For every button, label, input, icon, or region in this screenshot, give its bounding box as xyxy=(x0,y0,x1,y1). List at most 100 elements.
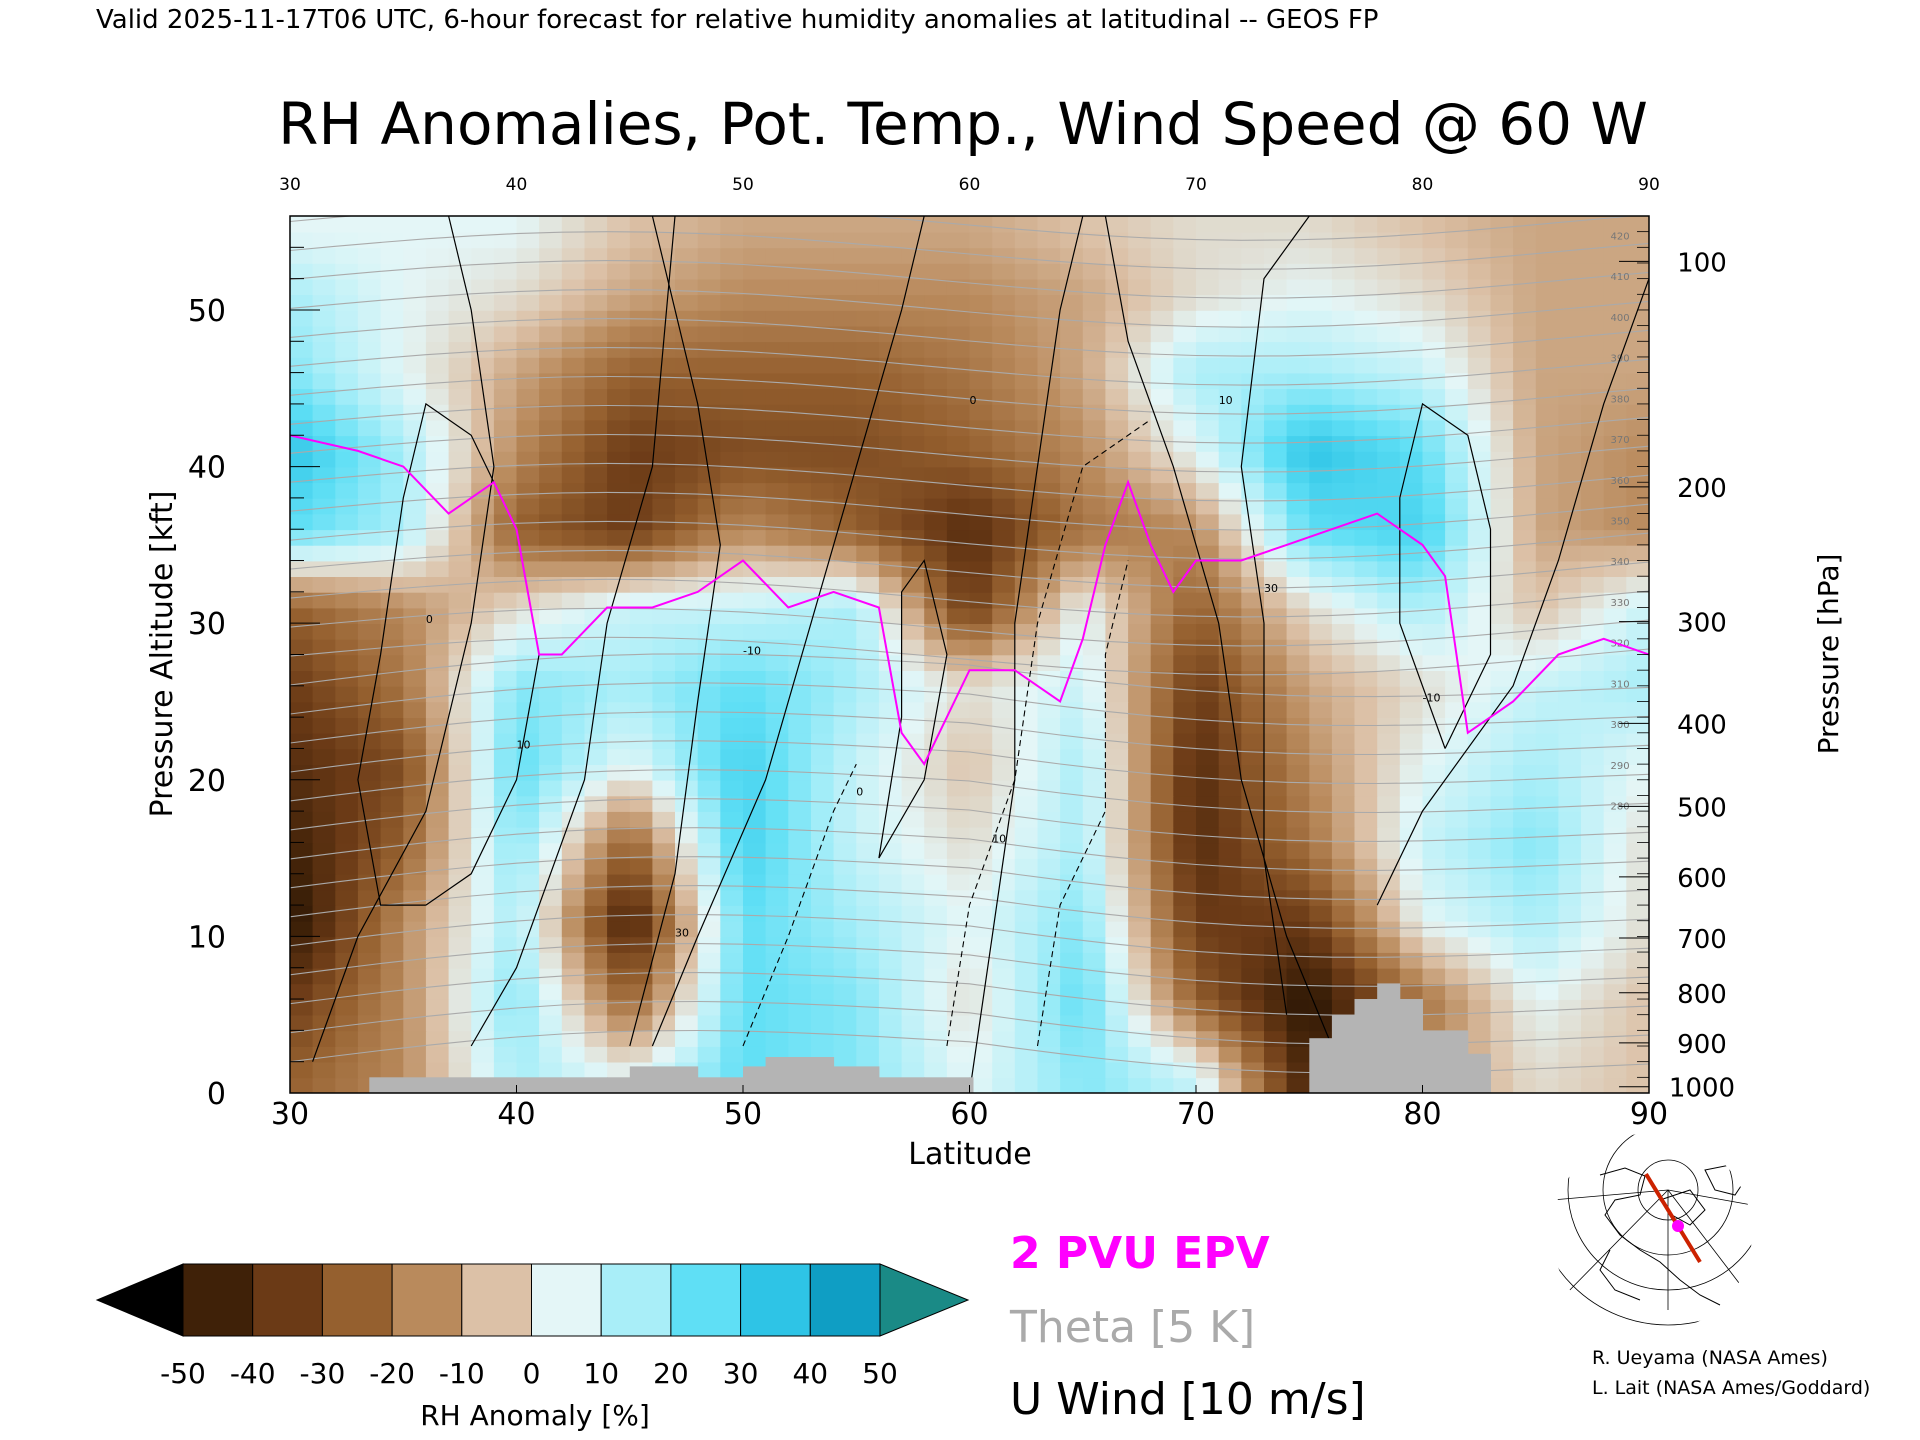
heatmap-cell xyxy=(312,310,337,327)
heatmap-cell xyxy=(539,952,563,969)
heatmap-cell xyxy=(856,325,880,343)
heatmap-cell xyxy=(1626,638,1649,656)
heatmap-cell xyxy=(743,388,767,405)
heatmap-cell xyxy=(1354,341,1378,358)
heatmap-cell xyxy=(697,701,722,718)
heatmap-cell xyxy=(1581,466,1605,484)
heatmap-cell xyxy=(1286,1046,1311,1063)
heatmap-cell xyxy=(969,263,993,280)
heatmap-cell xyxy=(1060,764,1084,781)
heatmap-cell xyxy=(1037,670,1061,687)
heatmap-cell xyxy=(629,717,654,734)
colorbar-swatch xyxy=(600,1263,672,1337)
heatmap-cell xyxy=(969,419,993,437)
heatmap-cell xyxy=(1558,1014,1582,1032)
colorbar-tick-label: 40 xyxy=(792,1357,828,1390)
heatmap-cell xyxy=(471,294,495,311)
heatmap-cell xyxy=(1014,905,1039,922)
heatmap-cell xyxy=(1014,701,1039,718)
heatmap-cell xyxy=(1513,685,1537,703)
heatmap-cell xyxy=(403,905,427,922)
heatmap-cell xyxy=(403,701,427,718)
heatmap-cell xyxy=(403,764,427,781)
pressure-tick-label: 300 xyxy=(1677,609,1727,639)
heatmap-cell xyxy=(833,717,857,734)
heatmap-cell xyxy=(539,529,563,546)
heatmap-cell xyxy=(1082,873,1107,891)
heatmap-cell xyxy=(1196,732,1220,750)
chart-title: RH Anomalies, Pot. Temp., Wind Speed @ 6… xyxy=(278,90,1648,158)
heatmap-cell xyxy=(1037,591,1061,609)
heatmap-cell xyxy=(1603,231,1628,249)
heatmap-cell xyxy=(357,842,382,859)
heatmap-cell xyxy=(357,591,382,609)
heatmap-cell xyxy=(1173,216,1197,233)
heatmap-cell xyxy=(1105,247,1129,264)
heatmap-cell xyxy=(675,247,699,264)
heatmap-cell xyxy=(1173,685,1197,703)
heatmap-cell xyxy=(335,310,359,327)
heatmap-cell xyxy=(1173,529,1197,546)
heatmap-cell xyxy=(312,842,337,859)
heatmap-cell xyxy=(1309,529,1333,546)
heatmap-cell xyxy=(584,905,608,922)
heatmap-cell xyxy=(584,920,608,938)
heatmap-cell xyxy=(1422,936,1446,953)
heatmap-cell xyxy=(992,450,1016,468)
heatmap-cell xyxy=(335,216,359,233)
heatmap-cell xyxy=(1626,341,1649,358)
heatmap-cell xyxy=(335,1061,359,1079)
heatmap-cell xyxy=(561,638,586,656)
heatmap-cell xyxy=(675,873,699,891)
heatmap-cell xyxy=(1490,811,1514,828)
heatmap-cell xyxy=(743,842,767,859)
heatmap-cell xyxy=(539,764,563,781)
heatmap-cell xyxy=(1422,263,1446,280)
heatmap-cell xyxy=(743,701,767,718)
pressure-tick-label: 100 xyxy=(1677,248,1727,278)
heatmap-cell xyxy=(743,294,767,311)
heatmap-cell xyxy=(720,591,744,609)
heatmap-cell xyxy=(992,1046,1016,1063)
heatmap-cell xyxy=(1218,764,1243,781)
heatmap-cell xyxy=(1445,388,1469,405)
heatmap-cell xyxy=(290,638,314,656)
colorbar-swatch xyxy=(321,1263,393,1337)
heatmap-cell xyxy=(607,529,631,546)
heatmap-cell xyxy=(1581,748,1605,765)
heatmap-cell xyxy=(584,278,608,296)
heatmap-cell xyxy=(1467,591,1492,609)
heatmap-cell xyxy=(1309,263,1333,280)
heatmap-cell xyxy=(561,372,586,390)
y-tick-label: 0 xyxy=(207,1077,226,1112)
heatmap-cell xyxy=(901,466,925,484)
heatmap-cell xyxy=(675,654,699,671)
heatmap-cell xyxy=(1150,278,1175,296)
heatmap-cell xyxy=(901,247,925,264)
heatmap-cell xyxy=(1331,247,1356,264)
heatmap-cell xyxy=(1399,748,1424,765)
heatmap-cell xyxy=(1060,325,1084,343)
heatmap-cell xyxy=(1331,952,1356,969)
heatmap-cell xyxy=(1082,936,1107,953)
heatmap-cell xyxy=(675,419,699,437)
heatmap-cell xyxy=(1286,1030,1311,1047)
heatmap-cell xyxy=(403,325,427,343)
heatmap-cell xyxy=(1241,999,1265,1016)
heatmap-cell xyxy=(1037,638,1061,656)
heatmap-cell xyxy=(1581,670,1605,687)
heatmap-cell xyxy=(290,450,314,468)
heatmap-cell xyxy=(335,591,359,609)
heatmap-cell xyxy=(765,811,789,828)
heatmap-cell xyxy=(697,842,722,859)
heatmap-cell xyxy=(629,1046,654,1063)
heatmap-cell xyxy=(697,967,722,985)
heatmap-cell xyxy=(357,310,382,327)
heatmap-cell xyxy=(1037,325,1061,343)
heatmap-cell xyxy=(290,497,314,515)
heatmap-cell xyxy=(539,873,563,891)
heatmap-cell xyxy=(1264,1061,1288,1079)
heatmap-cell xyxy=(448,372,472,390)
heatmap-cell xyxy=(1014,497,1039,515)
